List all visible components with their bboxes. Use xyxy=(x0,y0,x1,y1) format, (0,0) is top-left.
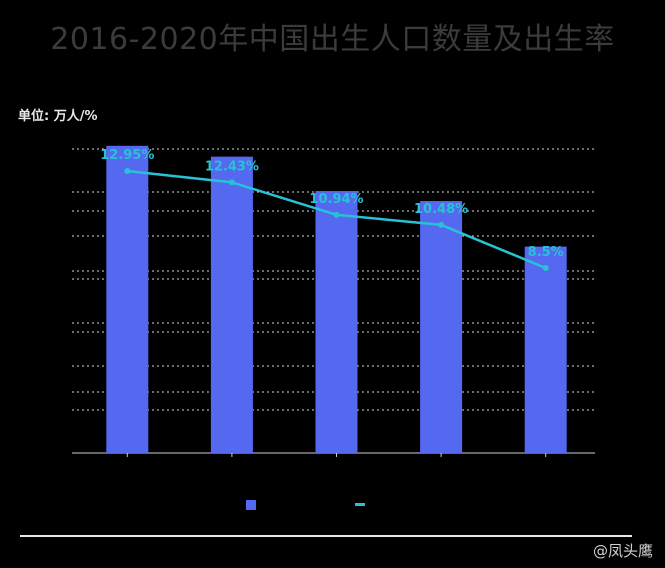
rate-point xyxy=(333,211,340,218)
chart-title: 2016-2020年中国出生人口数量及出生率 xyxy=(50,22,615,57)
watermark: @凤头鹰 xyxy=(592,542,653,560)
legend-bar-swatch xyxy=(246,500,256,510)
x-axis-ticks xyxy=(126,453,547,457)
bar-series xyxy=(106,145,567,454)
rate-label: 12.43% xyxy=(205,159,259,174)
line-series: 12.95% 12.43% 10.94% 10.48% 8.5% xyxy=(100,148,564,271)
rate-point xyxy=(124,168,131,174)
bottom-divider xyxy=(20,535,632,537)
unit-label: 单位: 万人/% xyxy=(18,109,98,124)
legend-line-swatch xyxy=(355,503,365,506)
rate-label: 10.94% xyxy=(309,192,363,207)
rate-label: 10.48% xyxy=(414,202,468,217)
bar xyxy=(315,191,358,453)
rate-point xyxy=(542,265,549,271)
bar xyxy=(420,201,463,453)
rate-point xyxy=(228,179,235,186)
rate-label: 12.95% xyxy=(100,148,154,163)
bar xyxy=(106,145,149,454)
rate-point xyxy=(438,221,445,228)
bar xyxy=(210,156,253,454)
bar xyxy=(524,246,567,453)
rate-label: 8.5% xyxy=(528,245,564,260)
